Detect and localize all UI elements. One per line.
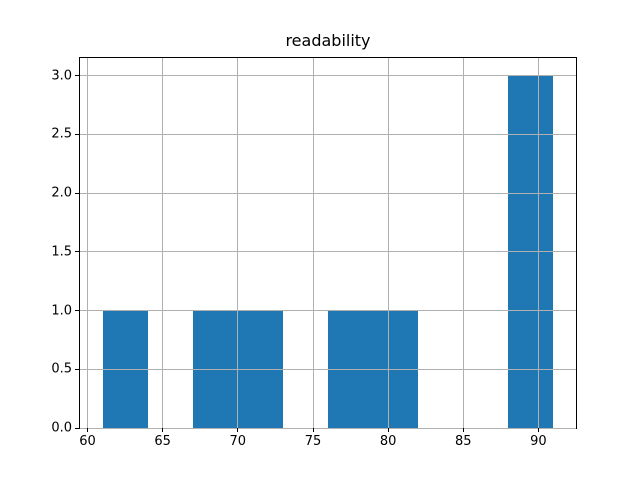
y-gridline [80,310,576,311]
x-tick-label: 85 [455,434,472,449]
y-gridline [80,192,576,194]
y-tick-mark [75,251,79,253]
y-tick-label: 1.5 [51,244,72,260]
x-gridline [162,58,164,428]
y-tick-mark [75,75,79,77]
y-gridline [80,368,576,370]
x-gridline [462,58,464,428]
x-tick-mark [537,428,539,432]
x-gridline [312,58,314,428]
chart-title: readability [285,31,371,50]
y-tick-label: 2.0 [51,185,72,201]
y-tick-mark [75,133,79,135]
y-tick-label: 0.5 [51,361,72,377]
x-tick-label: 80 [379,434,397,449]
y-gridline [80,133,576,135]
x-gridline [387,58,389,428]
y-tick-label: 3.0 [51,68,72,84]
x-gridline [537,58,539,428]
plot-area [79,57,577,429]
y-gridline [80,427,576,429]
x-tick-mark [87,428,88,432]
x-tick-label: 65 [154,434,171,449]
x-tick-label: 60 [79,434,96,449]
x-gridline [237,58,239,428]
grid-layer [80,58,576,429]
y-tick-mark [75,368,79,370]
y-gridline [80,75,576,77]
y-tick-label: 1.0 [51,303,72,318]
y-tick-mark [75,192,79,194]
x-tick-mark [312,428,314,432]
y-tick-mark [75,427,79,429]
y-tick-label: 0.0 [51,420,72,436]
x-tick-mark [387,428,389,432]
y-tick-mark [75,310,79,311]
x-tick-label: 90 [530,434,547,449]
y-tick-label: 2.5 [51,126,72,142]
x-gridline [87,58,88,428]
x-tick-label: 70 [229,434,247,449]
x-tick-mark [462,428,464,432]
x-tick-label: 75 [304,434,322,449]
y-gridline [80,251,576,253]
x-tick-mark [162,428,164,432]
x-tick-mark [237,428,239,432]
